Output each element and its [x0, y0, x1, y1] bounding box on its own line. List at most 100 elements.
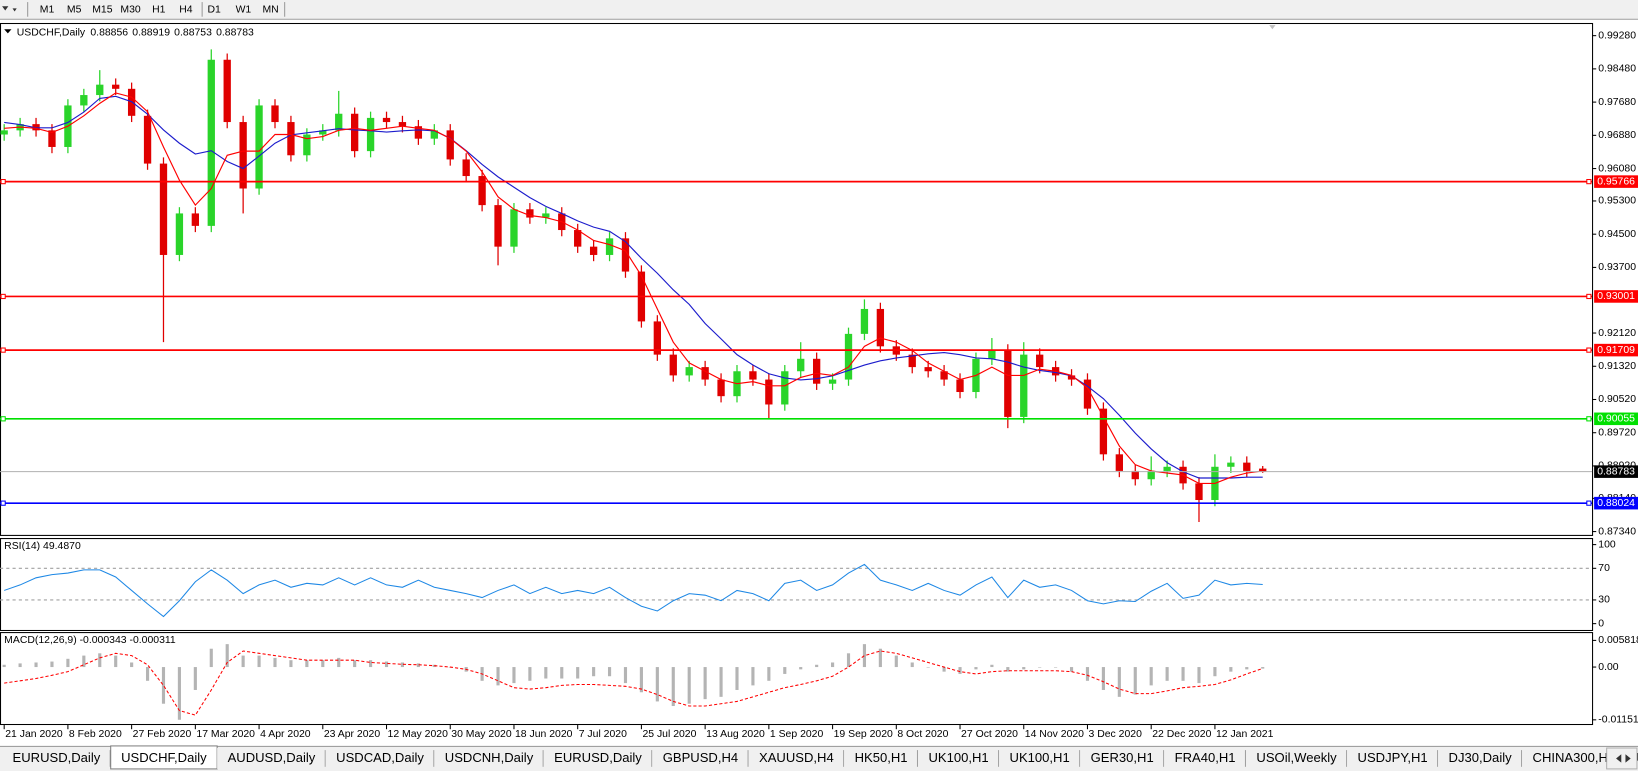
- macd-bar: [241, 655, 245, 668]
- level-handle[interactable]: [1586, 293, 1592, 300]
- tab[interactable]: [844, 748, 919, 769]
- candle-body: [335, 113, 343, 131]
- candle-body: [223, 59, 231, 123]
- tab-label[interactable]: HK50,H1: [855, 750, 908, 765]
- candle-body: [0, 130, 8, 135]
- timeframe-button[interactable]: M1: [40, 5, 55, 16]
- toolbar-icon[interactable]: [2, 6, 17, 12]
- tab-label[interactable]: GBPUSD,H4: [663, 750, 738, 765]
- tab-label[interactable]: AUDUSD,Daily: [228, 750, 316, 765]
- timeframe-button[interactable]: MN: [262, 5, 278, 16]
- y-tick-label: 0.87340: [1598, 526, 1636, 537]
- tab-scroll[interactable]: [1606, 747, 1638, 770]
- y-tick-label: 0.97680: [1598, 97, 1636, 108]
- timeframe-button[interactable]: W1: [236, 5, 252, 16]
- header-open: 0.88856: [90, 27, 128, 38]
- tab[interactable]: [1245, 748, 1348, 769]
- candle-body: [1147, 470, 1155, 480]
- macd-bar: [337, 657, 341, 668]
- level-handle[interactable]: [1586, 500, 1592, 506]
- tab[interactable]: [434, 748, 544, 769]
- macd-bar: [544, 667, 548, 679]
- tab-label[interactable]: UK100,H1: [1010, 750, 1070, 765]
- level-handle[interactable]: [1586, 416, 1592, 422]
- candle-body: [956, 379, 964, 393]
- tab-label[interactable]: CHINA300,H1: [1533, 750, 1616, 765]
- tab-label[interactable]: USOil,Weekly: [1256, 750, 1337, 765]
- candle-body: [988, 350, 996, 359]
- y-tick-label: -0.011514: [1598, 715, 1638, 726]
- tab-label[interactable]: USDCNH,Daily: [445, 750, 534, 765]
- timeframe-button[interactable]: H4: [179, 5, 193, 16]
- x-tick-label: 12 Jan 2021: [1216, 729, 1274, 740]
- macd-bar: [289, 660, 293, 668]
- tab[interactable]: [2, 748, 111, 769]
- tab-label[interactable]: USDCAD,Daily: [336, 750, 424, 765]
- timeframe-button[interactable]: M15: [92, 5, 112, 16]
- level-handle[interactable]: [0, 347, 6, 353]
- tab[interactable]: [748, 748, 845, 769]
- tab-label[interactable]: XAUUSD,H4: [759, 750, 834, 765]
- tab-label[interactable]: USDCHF,Daily: [121, 750, 207, 765]
- tab[interactable]: [1164, 748, 1246, 769]
- level-handle[interactable]: [0, 178, 6, 185]
- macd-bar: [910, 662, 914, 668]
- macd-bar: [1038, 667, 1042, 668]
- tab[interactable]: [543, 748, 653, 769]
- tab[interactable]: [1347, 748, 1439, 769]
- tab-label[interactable]: EURUSD,Daily: [13, 750, 101, 765]
- y-tick-label: 0.95300: [1598, 196, 1636, 207]
- macd-bar: [942, 667, 946, 672]
- level-handle[interactable]: [0, 293, 6, 300]
- macd-bar: [384, 661, 389, 668]
- macd-bar: [958, 667, 962, 674]
- tab[interactable]: [652, 748, 749, 769]
- rsi-panel-frame: [0, 538, 1594, 632]
- tab-label[interactable]: GER30,H1: [1091, 750, 1154, 765]
- tab-label[interactable]: EURUSD,Daily: [554, 750, 642, 765]
- x-tick-label: 8 Oct 2020: [897, 729, 948, 740]
- candle-body: [112, 84, 120, 89]
- tab[interactable]: [1522, 748, 1626, 769]
- timeframe-button[interactable]: H1: [152, 5, 166, 16]
- macd-bar: [767, 667, 771, 681]
- candle-body: [749, 371, 757, 380]
- level-handle[interactable]: [1586, 347, 1592, 353]
- level-handle[interactable]: [0, 416, 6, 422]
- tab-label[interactable]: USDJPY,H1: [1358, 750, 1428, 765]
- macd-bar: [145, 667, 150, 681]
- tab[interactable]: [999, 748, 1081, 769]
- timeframe-button[interactable]: D1: [207, 5, 221, 16]
- macd-bar: [639, 667, 643, 693]
- macd-bar: [1149, 667, 1153, 686]
- candle-body: [574, 230, 582, 247]
- macd-bar: [528, 667, 532, 681]
- macd-bar: [50, 661, 54, 668]
- candle-body: [828, 379, 837, 384]
- chart-menu-arrow[interactable]: [4, 29, 12, 34]
- timeframe-button[interactable]: M30: [120, 5, 140, 16]
- timeframe-button[interactable]: M5: [67, 5, 82, 16]
- tab-label[interactable]: UK100,H1: [928, 750, 988, 765]
- tab-label[interactable]: DJ30,Daily: [1449, 750, 1513, 765]
- tab[interactable]: [1080, 748, 1165, 769]
- tab[interactable]: [918, 748, 1000, 769]
- level-handle[interactable]: [1586, 178, 1592, 185]
- macd-bar: [193, 667, 197, 690]
- tab-label[interactable]: FRA40,H1: [1175, 750, 1236, 765]
- macd-bar: [926, 667, 930, 668]
- tab[interactable]: [325, 748, 435, 769]
- tab-scroll-arrows[interactable]: [1616, 754, 1631, 763]
- tab[interactable]: [217, 748, 326, 769]
- tab[interactable]: [1438, 748, 1523, 769]
- candle-body: [1163, 466, 1171, 471]
- rsi-line: [4, 563, 1263, 618]
- candle-body: [653, 321, 661, 355]
- macd-bar: [592, 667, 596, 677]
- candle-body: [1083, 379, 1092, 409]
- y-tick-label: 0.005818: [1598, 635, 1638, 646]
- x-tick-label: 4 Apr 2020: [260, 729, 311, 740]
- header-low: 0.88753: [174, 27, 212, 38]
- level-handle[interactable]: [0, 500, 6, 506]
- candle-body: [239, 122, 247, 189]
